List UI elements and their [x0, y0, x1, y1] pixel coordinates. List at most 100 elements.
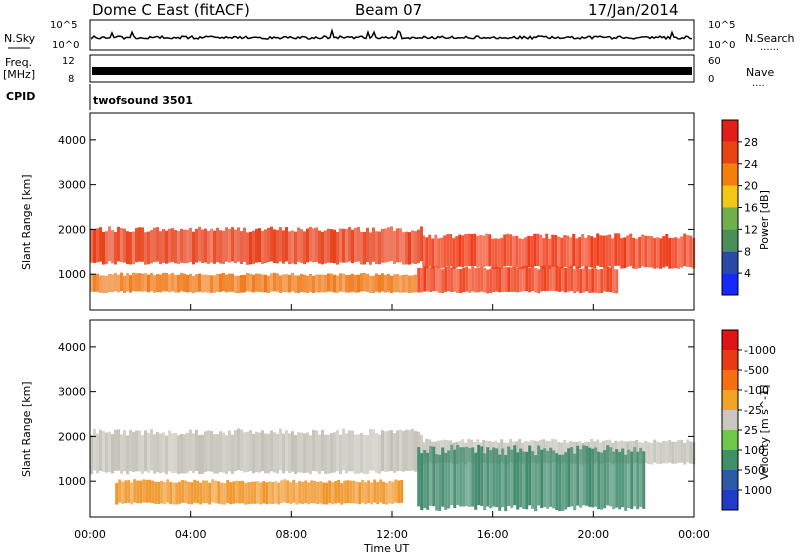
beam-title: Beam 07: [355, 1, 422, 19]
band-0-strip: [303, 433, 306, 474]
colorbar-tick-label: 100: [744, 444, 765, 457]
band-1-strip: [449, 234, 453, 267]
band-2-strip: [519, 448, 523, 508]
band-3-strip: [471, 266, 475, 292]
band-2-strip: [459, 447, 463, 507]
band-0-strip: [405, 231, 408, 265]
band-0-strip: [141, 227, 144, 262]
band-0-strip: [276, 230, 279, 264]
band-3-strip: [136, 480, 140, 504]
band-0-strip: [318, 434, 321, 474]
colorbar-tick-label: 20: [744, 180, 758, 193]
band-2-strip: [405, 274, 408, 293]
y-tick-label: 2000: [58, 430, 86, 443]
band-3-strip: [423, 266, 427, 292]
band-0-strip: [210, 228, 213, 263]
band-3-strip: [328, 480, 332, 504]
band-2-strip: [537, 445, 541, 506]
band-2-strip: [222, 272, 225, 292]
band-2-strip: [549, 447, 553, 507]
band-0-strip: [333, 432, 336, 473]
band-2-strip: [528, 445, 532, 506]
band-1-strip: [599, 235, 603, 267]
band-1-strip: [683, 442, 687, 465]
band-0-strip: [108, 226, 111, 262]
colorbar-tick-label: 4: [744, 267, 751, 280]
band-1-strip: [683, 233, 687, 266]
band-2-strip: [108, 274, 111, 292]
band-2-strip: [615, 449, 619, 508]
band-3-strip: [352, 480, 356, 504]
band-3-strip: [217, 481, 221, 504]
band-0-strip: [216, 434, 219, 474]
band-2-strip: [627, 449, 631, 508]
band-1-strip: [506, 233, 510, 266]
band-3-strip: [148, 479, 152, 503]
band-2-strip: [345, 275, 348, 293]
band-1-strip: [689, 441, 693, 464]
band-1-strip: [581, 234, 585, 267]
band-2-strip: [189, 274, 192, 292]
band-1-strip: [440, 237, 444, 269]
band-2-strip: [642, 451, 646, 509]
band-1-strip: [608, 234, 612, 267]
band-1-strip: [623, 441, 627, 464]
band-0-strip: [414, 430, 417, 472]
nave-right-tick-bottom: 0: [708, 74, 714, 85]
band-0-strip: [144, 232, 147, 265]
band-1-strip: [677, 440, 681, 463]
band-3-strip: [465, 266, 469, 292]
band-1-strip: [611, 238, 615, 269]
band-0-strip: [222, 230, 225, 264]
band-3-strip: [160, 480, 164, 504]
band-1-strip: [593, 237, 597, 269]
band-0-strip: [141, 435, 144, 475]
band-1-strip: [674, 237, 678, 269]
band-2-strip: [279, 275, 282, 293]
colorbar-segment: [722, 330, 738, 350]
band-3-strip: [244, 483, 248, 505]
noise-panel-frame: [89, 19, 695, 51]
band-0-strip: [144, 430, 147, 472]
band-2-strip: [498, 454, 502, 511]
band-1-strip: [425, 237, 429, 269]
band-2-strip: [489, 450, 493, 509]
band-1-strip: [572, 234, 576, 267]
band-2-strip: [636, 451, 640, 510]
band-0-strip: [381, 228, 384, 263]
band-1-strip: [569, 237, 573, 269]
band-2-strip: [630, 451, 634, 510]
band-3-strip: [301, 481, 305, 504]
band-0-strip: [312, 228, 315, 263]
band-3-strip: [295, 482, 299, 505]
band-0-strip: [105, 432, 108, 473]
band-0-strip: [381, 430, 384, 472]
band-1-strip: [428, 234, 432, 267]
band-0-strip: [408, 232, 411, 265]
band-2-strip: [558, 454, 562, 511]
band-0-strip: [147, 432, 150, 473]
band-1-strip: [671, 237, 675, 269]
y-tick-label: 4000: [58, 341, 86, 354]
band-2-strip: [315, 274, 318, 293]
velocity-panel: 1000 2000 3000 4000 Slant Range [km]: [20, 319, 696, 518]
band-2-strip: [612, 451, 616, 510]
band-0-strip: [255, 431, 258, 473]
band-1-strip: [470, 234, 474, 267]
band-2-strip: [138, 273, 141, 292]
band-2-strip: [294, 275, 297, 293]
date-title: 17/Jan/2014: [588, 1, 679, 19]
band-0-strip: [126, 231, 129, 265]
band-2-strip: [540, 449, 544, 508]
band-3-strip: [477, 267, 481, 293]
band-3-strip: [133, 479, 137, 503]
colorbar-segment: [722, 470, 738, 490]
band-1-strip: [632, 238, 636, 269]
band-1-strip: [635, 238, 639, 269]
band-0-strip: [126, 435, 129, 475]
band-0-strip: [267, 227, 270, 262]
band-1-strip: [620, 238, 624, 269]
band-0-strip: [393, 433, 396, 473]
band-3-strip: [450, 267, 454, 293]
band-0-strip: [150, 230, 153, 264]
